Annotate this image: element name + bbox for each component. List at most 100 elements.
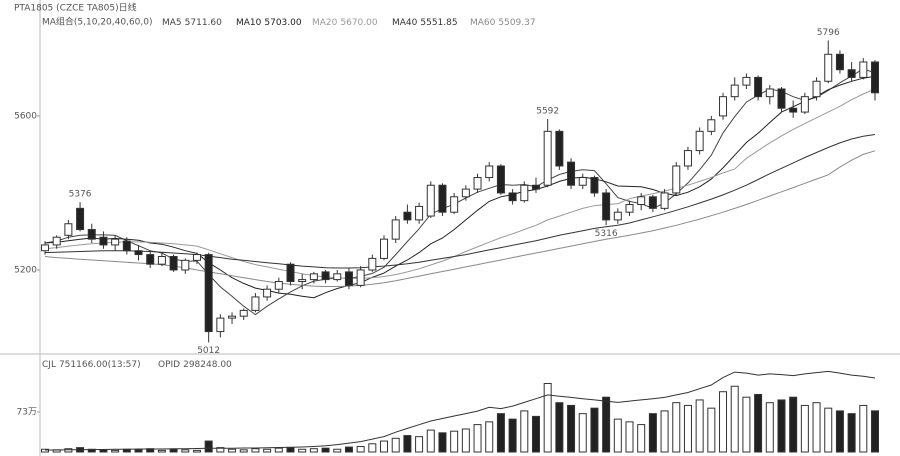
candle-body <box>450 196 459 213</box>
y-tick-label: 5600 <box>14 111 37 121</box>
volume-bar <box>485 421 494 453</box>
candle-body <box>99 236 108 246</box>
candle-body <box>146 254 155 265</box>
chart-subtitle: MA组合(5,10,20,40,60,0) <box>42 16 153 28</box>
volume-bar <box>344 446 353 453</box>
candle-body <box>87 229 96 240</box>
candle-body <box>181 259 190 271</box>
volume-bar <box>730 385 739 453</box>
volume-bar <box>333 448 342 453</box>
volume-bar <box>368 443 377 453</box>
volume-bar <box>216 447 225 453</box>
candle-body <box>637 196 646 205</box>
candle-body <box>496 165 505 194</box>
volume-bar <box>719 391 728 453</box>
y-tick-label: 73万 <box>17 408 37 418</box>
volume-bar <box>438 432 447 453</box>
candle-body <box>859 61 868 78</box>
candle-body <box>730 84 739 98</box>
volume-bar <box>356 446 365 453</box>
volume-bar <box>637 424 646 453</box>
candle-body <box>169 255 178 271</box>
volume-bar <box>625 421 634 453</box>
chart-title: PTA1805 (CZCE TA805)日线 <box>14 2 137 14</box>
volume-bar <box>531 415 540 453</box>
volume-bar <box>228 448 237 453</box>
volume-bar <box>286 447 295 453</box>
candle-body <box>812 80 821 98</box>
candle-body <box>298 279 307 283</box>
volume-bar <box>192 449 201 453</box>
candle-body <box>485 165 494 179</box>
low-label: 5316 <box>595 229 618 239</box>
volume-bar <box>602 396 611 453</box>
volume-bar <box>789 396 798 453</box>
volume-bar <box>391 437 400 453</box>
ma-line <box>44 134 876 269</box>
volume-bar <box>695 399 704 453</box>
candle-body <box>263 288 272 298</box>
volume-bar <box>274 447 283 453</box>
legend-name: MA40 <box>392 18 418 28</box>
candle-body <box>625 203 634 213</box>
volume-bar <box>239 449 248 453</box>
legend-name: MA5 <box>162 18 182 28</box>
volume-bar <box>578 413 587 453</box>
volume-bar <box>613 418 622 453</box>
candle-body <box>543 130 552 186</box>
volume-bar <box>251 448 260 453</box>
candle-body <box>473 177 482 190</box>
volume-bar <box>812 402 821 453</box>
legend-value: 5509.37 <box>498 18 535 28</box>
candle-body <box>391 219 400 240</box>
volume-bar <box>555 402 564 453</box>
candle-body <box>707 119 716 132</box>
low-label: 5012 <box>197 346 220 356</box>
volume-bar <box>426 429 435 453</box>
header-name: OPID <box>158 360 180 370</box>
volume-bar <box>648 413 657 453</box>
legend-entry: MA5 5711.60 <box>162 18 222 28</box>
candle-body <box>765 88 774 98</box>
volume-bar <box>672 402 681 453</box>
high-label: 5592 <box>536 107 559 117</box>
candle-body <box>64 223 73 236</box>
candle-body <box>122 240 131 252</box>
candle-body <box>274 281 283 290</box>
candle-body <box>555 130 564 167</box>
volume-bar <box>508 418 517 453</box>
volume-bar <box>777 399 786 453</box>
oi-line <box>45 370 876 451</box>
ma-line <box>44 88 876 279</box>
panel-header: OPID 298248.00 <box>158 360 232 370</box>
volume-bar <box>683 404 692 453</box>
volume-bar <box>181 449 190 453</box>
high-label: 5376 <box>69 190 92 200</box>
volume-bar <box>134 449 143 453</box>
volume-bar <box>450 430 459 453</box>
volume-bar <box>847 413 856 453</box>
header-value: 751166.00(13:57) <box>59 360 141 370</box>
candle-body <box>41 244 49 252</box>
volume-bar <box>835 410 844 453</box>
volume-bar <box>742 396 751 453</box>
volume-bar <box>415 436 424 453</box>
volume-bar <box>41 448 49 453</box>
candle-body <box>871 61 879 94</box>
volume-bar <box>871 410 879 453</box>
candle-body <box>847 69 856 78</box>
candle-body <box>754 76 763 98</box>
volume-bar <box>169 448 178 453</box>
volume-bar <box>660 410 669 453</box>
panel-header: CJL 751166.00(13:57) <box>42 360 141 370</box>
candle-body <box>567 161 576 186</box>
candle-body <box>578 177 587 186</box>
volume-bar <box>298 448 307 453</box>
candle-body <box>368 257 377 271</box>
candle-body <box>438 184 447 213</box>
volume-bar <box>204 440 213 453</box>
candle-body <box>695 130 704 152</box>
candle-body <box>531 184 540 190</box>
volume-bar <box>496 413 505 453</box>
